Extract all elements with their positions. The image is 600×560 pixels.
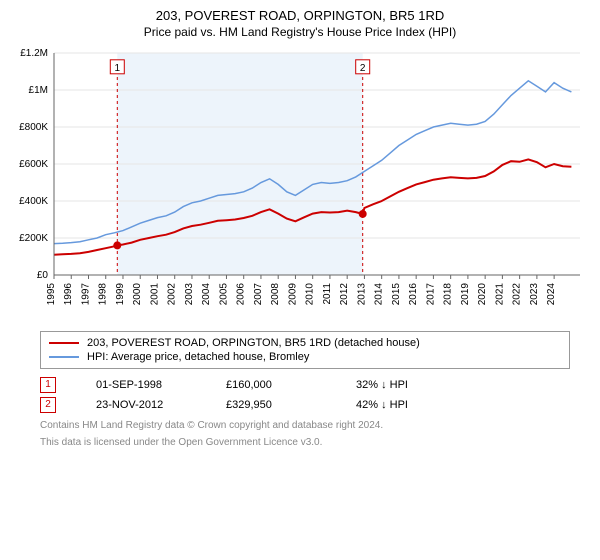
transaction-delta: 32% ↓ HPI [356, 379, 446, 391]
y-tick-label: £400K [19, 196, 48, 207]
y-tick-label: £1.2M [20, 48, 48, 59]
x-tick-label: 2008 [270, 283, 281, 306]
transactions-table: 1 01-SEP-1998 £160,000 32% ↓ HPI 2 23-NOV-201… [40, 375, 570, 415]
transaction-row: 2 23-NOV-2012 £329,950 42% ↓ HPI [40, 395, 570, 415]
x-tick-label: 1996 [63, 283, 74, 306]
legend-box: 203, POVEREST ROAD, ORPINGTON, BR5 1RD (… [40, 331, 570, 369]
x-tick-label: 2013 [356, 283, 367, 306]
transaction-date: 23-NOV-2012 [96, 399, 186, 411]
line-chart-svg: £0 £200K £400K £600K £800K £1M £1.2M 1995 1996 19… [10, 45, 590, 325]
x-tick-label: 2011 [322, 283, 333, 305]
transaction-delta: 42% ↓ HPI [356, 399, 446, 411]
x-tick-label: 1995 [46, 283, 57, 306]
y-tick-label: £200K [19, 233, 48, 244]
x-tick-label: 2003 [184, 283, 195, 306]
x-tick-label: 2014 [374, 283, 385, 306]
x-tick-label: 2023 [529, 283, 540, 306]
x-tick-label: 2005 [218, 283, 229, 306]
transaction-date: 01-SEP-1998 [96, 379, 186, 391]
chart-container: 203, POVEREST ROAD, ORPINGTON, BR5 1RD P… [0, 0, 600, 455]
y-tick-label: £800K [19, 122, 48, 133]
x-tick-label: 2024 [546, 283, 557, 306]
footnote-line-1: Contains HM Land Registry data © Crown c… [40, 419, 570, 432]
x-tick-label: 2004 [201, 283, 212, 306]
legend-row: 203, POVEREST ROAD, ORPINGTON, BR5 1RD (… [49, 336, 561, 350]
x-tick-label: 2021 [494, 283, 505, 306]
legend-swatch [49, 342, 79, 344]
y-tick-label: £0 [37, 270, 49, 281]
x-tick-label: 2012 [339, 283, 350, 306]
transaction-price: £329,950 [226, 399, 316, 411]
x-tick-label: 2015 [391, 283, 402, 306]
event-marker-number: 1 [115, 63, 121, 74]
event-marker-number: 2 [360, 63, 366, 74]
transaction-marker-icon: 1 [40, 377, 56, 393]
x-tick-label: 1997 [80, 283, 91, 306]
legend-label: HPI: Average price, detached house, Brom… [87, 351, 309, 363]
x-tick-label: 2006 [236, 283, 247, 306]
legend-label: 203, POVEREST ROAD, ORPINGTON, BR5 1RD (… [87, 337, 420, 349]
chart-subtitle: Price paid vs. HM Land Registry's House … [10, 25, 590, 39]
x-tick-label: 1998 [98, 283, 109, 306]
x-tick-label: 1999 [115, 283, 126, 306]
legend-swatch [49, 356, 79, 358]
chart-plot-area: £0 £200K £400K £600K £800K £1M £1.2M 1995 1996 19… [10, 45, 590, 325]
x-tick-label: 2010 [305, 283, 316, 306]
x-tick-label: 2001 [149, 283, 160, 306]
x-tick-label: 2018 [443, 283, 454, 306]
x-tick-label: 2007 [253, 283, 264, 306]
x-tick-label: 2016 [408, 283, 419, 306]
x-tick-label: 2009 [287, 283, 298, 306]
legend-row: HPI: Average price, detached house, Brom… [49, 350, 561, 364]
x-tick-label: 2019 [460, 283, 471, 306]
transaction-marker-icon: 2 [40, 397, 56, 413]
transaction-row: 1 01-SEP-1998 £160,000 32% ↓ HPI [40, 375, 570, 395]
x-tick-label: 2000 [132, 283, 143, 306]
x-tick-label: 2020 [477, 283, 488, 306]
footnote-line-2: This data is licensed under the Open Gov… [40, 436, 570, 449]
chart-title: 203, POVEREST ROAD, ORPINGTON, BR5 1RD [10, 8, 590, 23]
y-tick-label: £1M [29, 85, 48, 96]
y-tick-label: £600K [19, 159, 48, 170]
x-tick-label: 2022 [512, 283, 523, 306]
transaction-price: £160,000 [226, 379, 316, 391]
x-tick-label: 2002 [167, 283, 178, 306]
x-tick-label: 2017 [425, 283, 436, 306]
